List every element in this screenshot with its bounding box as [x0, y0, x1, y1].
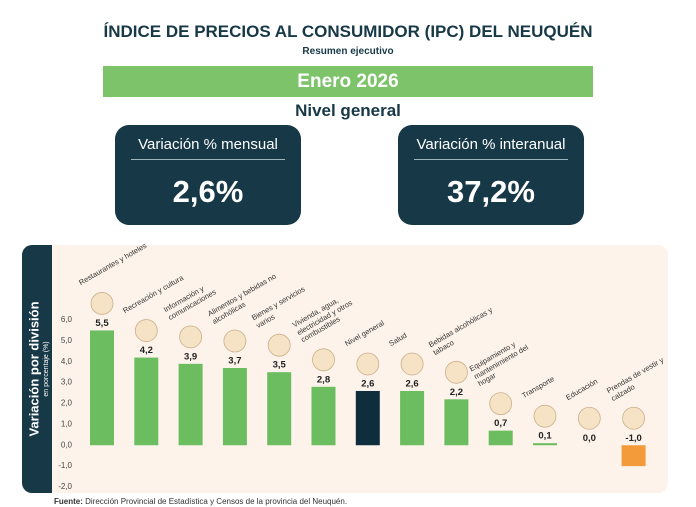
- icon: [400, 352, 424, 376]
- value-label: 0,0: [583, 433, 596, 444]
- value-label: 3,9: [184, 351, 197, 362]
- kpi-label: Variación % interanual: [414, 136, 568, 160]
- value-label: 3,7: [228, 356, 241, 367]
- y-tick-label: 4,0: [61, 357, 73, 366]
- axis-band: [22, 245, 52, 493]
- value-label: 2,2: [450, 387, 463, 398]
- y-tick-label: 5,0: [61, 336, 73, 345]
- section-heading: Nivel general: [295, 101, 401, 120]
- subtitle: Resumen ejecutivo: [302, 46, 394, 57]
- y-tick-label: 3,0: [61, 378, 73, 387]
- y-tick-label: 6,0: [61, 315, 73, 324]
- value-label: 2,6: [361, 378, 374, 389]
- title: ÍNDICE DE PRECIOS AL CONSUMIDOR (IPC) DE…: [103, 22, 593, 41]
- source: Fuente: Dirección Provincial de Estadíst…: [54, 497, 347, 506]
- bar: [400, 390, 425, 446]
- icon: [533, 404, 557, 428]
- value-label: 2,6: [405, 378, 418, 389]
- source-label: Fuente:: [54, 497, 83, 506]
- kpi-card: Variación % mensual 2,6%: [115, 125, 301, 225]
- icon: [577, 406, 601, 430]
- icon: [356, 352, 380, 376]
- bar: [134, 357, 159, 446]
- kpi-card: Variación % interanual 37,2%: [398, 125, 584, 225]
- bar: [621, 445, 646, 467]
- icon: [444, 360, 468, 384]
- bar: [533, 443, 557, 446]
- icon: [312, 348, 335, 372]
- value-label: 3,5: [273, 360, 287, 371]
- icon: [179, 325, 203, 349]
- period-banner: Enero 2026: [103, 66, 593, 97]
- icon: [622, 406, 645, 430]
- value-label: 4,2: [140, 345, 153, 356]
- bar: [488, 430, 513, 446]
- chart-title: Variación por división: [26, 301, 41, 436]
- icon: [267, 333, 291, 357]
- icon: [223, 329, 247, 353]
- y-tick-label: 0,0: [61, 440, 73, 449]
- y-tick-label: 1,0: [61, 419, 73, 428]
- bar: [355, 390, 380, 446]
- y-tick-label: -2,0: [58, 482, 72, 491]
- value-label: -1,0: [625, 433, 641, 444]
- bar: [178, 363, 203, 446]
- bar: [267, 372, 292, 446]
- bar: [90, 330, 114, 446]
- bar: [222, 368, 247, 446]
- value-label: 2,8: [317, 374, 330, 385]
- icon: [134, 319, 158, 342]
- chart-subtitle: en porcentaje (%): [43, 341, 50, 396]
- value-label: 5,5: [95, 318, 109, 329]
- bar: [311, 386, 336, 446]
- bar: [444, 399, 469, 446]
- icon: [90, 292, 114, 315]
- chart-panel: [22, 245, 668, 493]
- kpi-label: Variación % mensual: [131, 136, 285, 160]
- y-tick-label: 2,0: [61, 399, 73, 408]
- y-tick-label: -1,0: [58, 461, 72, 470]
- kpi-value: 37,2%: [447, 174, 535, 209]
- value-label: 0,7: [494, 418, 507, 429]
- icon: [489, 392, 513, 416]
- value-label: 0,1: [538, 431, 552, 442]
- source-text: Dirección Provincial de Estadística y Ce…: [85, 497, 348, 506]
- kpi-value: 2,6%: [172, 174, 244, 209]
